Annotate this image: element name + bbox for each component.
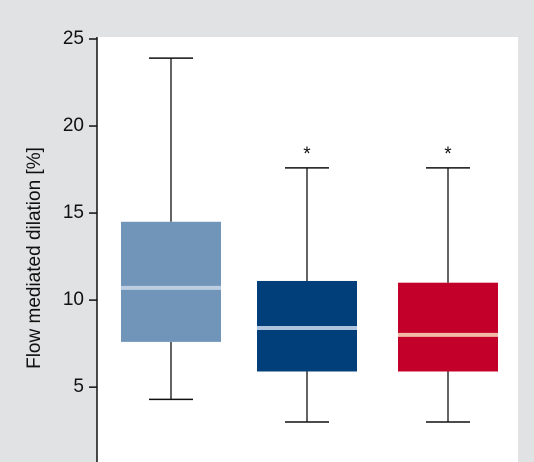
y-tick-label: 20 bbox=[63, 115, 84, 136]
y-tick-label: 15 bbox=[63, 202, 84, 223]
y-tick-label: 25 bbox=[63, 28, 84, 49]
significance-marker: * bbox=[303, 144, 311, 165]
y-tick-label: 10 bbox=[63, 289, 84, 310]
y-tick-label: 5 bbox=[73, 376, 84, 397]
y-axis-label: Flow mediated dilation [%] bbox=[24, 147, 45, 369]
box bbox=[121, 221, 221, 342]
box bbox=[398, 282, 498, 372]
significance-marker: * bbox=[444, 144, 452, 165]
